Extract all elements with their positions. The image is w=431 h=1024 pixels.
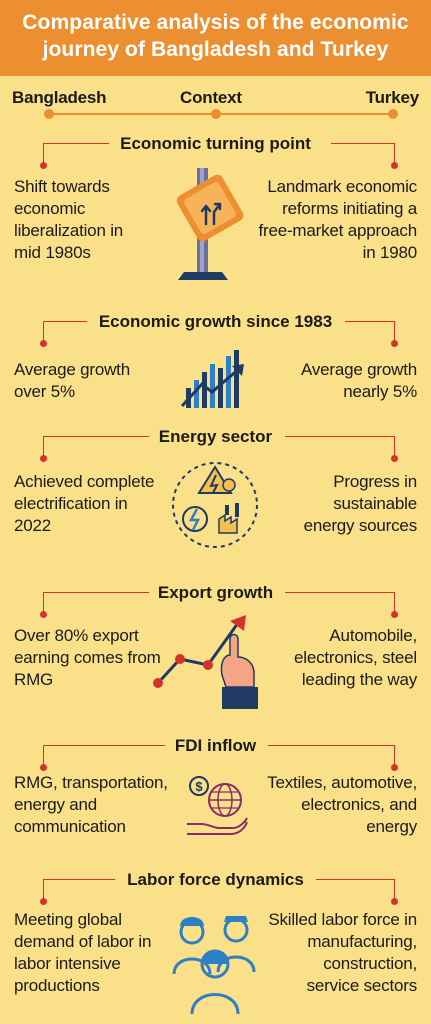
left-connector-dot: [40, 162, 47, 169]
section-title: Economic turning point: [120, 134, 311, 153]
right-connector: [285, 592, 395, 612]
left-connector-dot: [40, 455, 47, 462]
title-banner: Comparative analysis of the economic jou…: [0, 0, 431, 76]
bangladesh-text: Over 80% export earning comes from RMG: [14, 626, 161, 689]
bangladesh-text: Achieved complete electrification in 202…: [14, 472, 155, 535]
energy-icon: [172, 462, 258, 548]
turkey-text: Automobile, electronics, steel leading t…: [293, 626, 417, 689]
turkey-text: Progress in sustainable energy sources: [303, 472, 418, 535]
bangladesh-text: Meeting global demand of labor in labor …: [14, 910, 152, 995]
header-timeline: [48, 113, 394, 115]
bangladesh-text: Shift towards economic liberalization in…: [14, 177, 124, 262]
left-connector: [43, 879, 115, 899]
right-connector: [331, 143, 395, 163]
right-connector: [316, 879, 395, 899]
right-connector-dot: [391, 455, 398, 462]
section-title: Labor force dynamics: [127, 870, 304, 889]
left-connector: [43, 592, 149, 612]
header-dot-right: [388, 109, 398, 119]
right-connector-dot: [391, 898, 398, 905]
left-connector: [43, 745, 165, 765]
section-title: FDI inflow: [174, 736, 257, 755]
right-connector: [345, 321, 395, 341]
right-connector-dot: [391, 611, 398, 618]
left-connector-dot: [40, 898, 47, 905]
right-connector-dot: [391, 764, 398, 771]
header-dot-left: [44, 109, 54, 119]
turkey-text: Textiles, automotive, electronics, and e…: [267, 773, 417, 836]
workers-icon: [172, 916, 256, 1015]
bangladesh-text: RMG, transportation, energy and communic…: [14, 773, 168, 836]
globe-money-icon: $: [187, 776, 248, 835]
section-title: Energy sector: [158, 427, 273, 446]
left-connector-dot: [40, 340, 47, 347]
svg-text:$: $: [195, 779, 203, 794]
left-connector: [43, 143, 109, 163]
left-connector: [43, 321, 87, 341]
section-title: Economic growth since 1983: [98, 312, 333, 331]
bangladesh-text: Average growth over 5%: [14, 360, 130, 401]
header-bangladesh: Bangladesh: [12, 88, 107, 107]
header-dot-center: [211, 109, 221, 119]
left-connector-dot: [40, 611, 47, 618]
right-connector: [268, 745, 395, 765]
right-connector-dot: [391, 340, 398, 347]
export-growth-icon: [153, 615, 258, 709]
turkey-text: Average growth nearly 5%: [301, 360, 417, 401]
right-connector: [285, 436, 395, 456]
left-connector: [43, 436, 149, 456]
header-turkey: Turkey: [365, 88, 419, 107]
section-title: Export growth: [157, 583, 274, 602]
growth-chart-icon: [180, 350, 244, 408]
turkey-text: Skilled labor force in manufacturing, co…: [268, 910, 417, 995]
road-sign-icon: [176, 168, 244, 280]
header-context: Context: [180, 88, 242, 107]
left-connector-dot: [40, 764, 47, 771]
page-title: Comparative analysis of the economic jou…: [22, 11, 409, 61]
right-connector-dot: [391, 162, 398, 169]
turkey-text: Landmark economic reforms initiating a f…: [258, 177, 417, 262]
